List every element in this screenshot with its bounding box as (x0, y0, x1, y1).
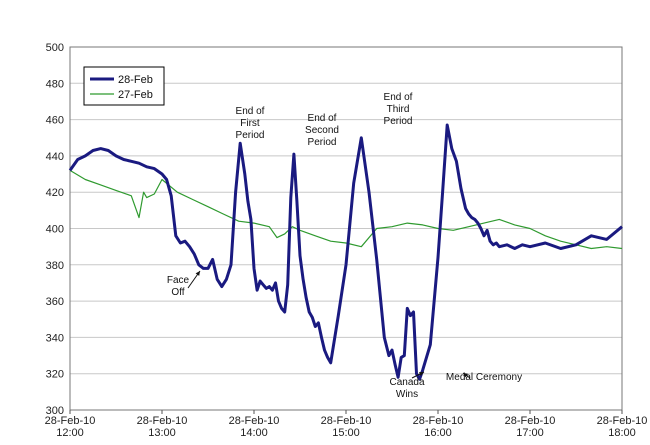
x-tick-date: 28-Feb-10 (229, 415, 280, 427)
series-line-28-feb (68, 123, 623, 381)
annotation-label: Medal Ceremony (446, 372, 522, 383)
annotation-label: End of (308, 113, 337, 124)
annotation-label: Third (387, 104, 410, 115)
x-tick-time: 17:00 (516, 427, 544, 439)
annotation-label: Period (384, 116, 413, 127)
annotation-label: End of (236, 106, 265, 117)
annotation-arrowhead (195, 271, 200, 276)
x-tick-date: 28-Feb-10 (505, 415, 556, 427)
y-tick-label: 360 (46, 296, 64, 308)
annotation-arrowhead (419, 372, 424, 376)
annotation-label: Period (236, 130, 265, 141)
series-line-27-feb (69, 169, 623, 250)
x-tick-time: 18:00 (608, 427, 636, 439)
x-tick-date: 28-Feb-10 (597, 415, 648, 427)
y-tick-label: 440 (46, 151, 64, 163)
annotation-label: First (240, 118, 260, 129)
annotation-label: Face (167, 275, 190, 286)
y-tick-label: 300 (46, 405, 64, 417)
annotation-label: Period (308, 137, 337, 148)
x-tick-date: 28-Feb-10 (321, 415, 372, 427)
x-tick-date: 28-Feb-10 (413, 415, 464, 427)
y-tick-label: 500 (46, 42, 64, 54)
x-tick-time: 13:00 (148, 427, 176, 439)
legend-label: 28-Feb (118, 74, 153, 86)
x-tick-time: 15:00 (332, 427, 360, 439)
y-tick-label: 340 (46, 332, 64, 344)
x-tick-date: 28-Feb-10 (137, 415, 188, 427)
x-tick-date: 28-Feb-10 (45, 415, 96, 427)
x-tick-time: 12:00 (56, 427, 84, 439)
legend-label: 27-Feb (118, 89, 153, 101)
annotation-label: Off (171, 287, 184, 298)
y-tick-label: 420 (46, 187, 64, 199)
y-tick-label: 480 (46, 78, 64, 90)
annotation-label: Canada (389, 377, 424, 388)
annotation-arrowhead (463, 373, 468, 378)
legend-box (83, 66, 165, 106)
x-tick-time: 14:00 (240, 427, 268, 439)
x-tick-time: 16:00 (424, 427, 452, 439)
y-tick-label: 320 (46, 369, 64, 381)
annotation-label: End of (384, 92, 413, 103)
annotation-label: Second (305, 125, 339, 136)
y-tick-label: 380 (46, 260, 64, 272)
annotation-label: Wins (396, 389, 418, 400)
y-tick-label: 460 (46, 115, 64, 127)
y-tick-label: 400 (46, 224, 64, 236)
